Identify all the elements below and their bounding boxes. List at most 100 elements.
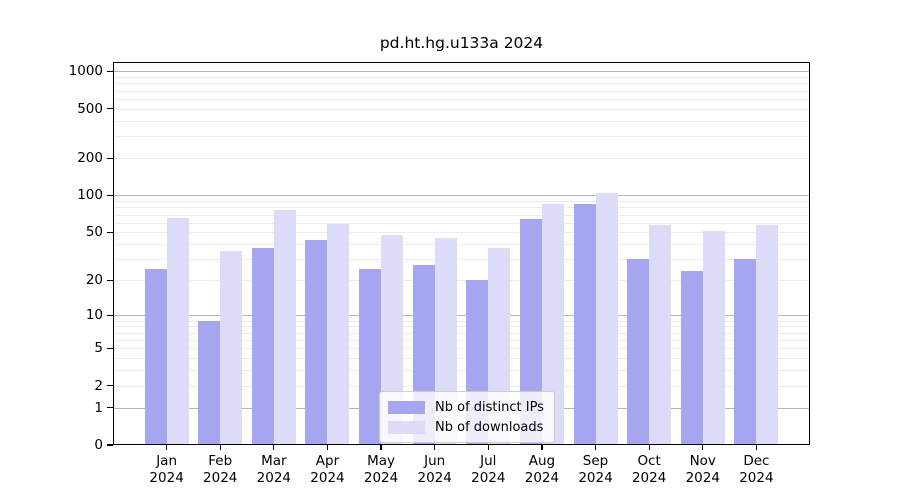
x-tick-label: Jul 2024 <box>456 453 520 486</box>
bar-distinct-ips <box>519 219 542 445</box>
y-grid-minor <box>113 357 810 359</box>
x-tick-month: Aug <box>528 453 556 469</box>
x-tick-year: 2024 <box>417 469 452 486</box>
y-grid-minor <box>113 83 810 85</box>
y-tick-label: 10 <box>85 307 103 324</box>
chart-title: pd.ht.hg.u133a 2024 <box>379 34 544 52</box>
x-tick-mark <box>487 445 489 450</box>
y-grid-minor <box>113 280 810 282</box>
x-tick-month: Mar <box>261 453 287 469</box>
y-tick-label: 200 <box>77 150 103 167</box>
y-tick-label: 50 <box>85 224 103 241</box>
y-tick-mark <box>107 347 113 349</box>
y-tick-mark <box>107 444 113 446</box>
y-tick-label: 5 <box>94 340 103 357</box>
y-tick-mark <box>107 279 113 281</box>
x-tick-mark <box>326 445 329 450</box>
bar-downloads <box>166 217 189 445</box>
x-tick-label: Sep 2024 <box>564 453 628 486</box>
legend-label-downloads: Nb of downloads <box>435 419 544 435</box>
x-tick-year: 2024 <box>256 469 292 486</box>
y-tick-label: 1000 <box>68 63 103 80</box>
bar-downloads <box>649 225 672 445</box>
bar-downloads <box>756 225 779 445</box>
y-grid-minor <box>113 232 810 234</box>
y-grid-minor <box>113 339 810 341</box>
plot-area: 0 1 2 5 10 20 50 100 200 500 1000 Jan 2024 Feb 2024 Mar… <box>69 62 810 486</box>
legend-row-distinct-ips: Nb of distinct IPs <box>388 397 544 417</box>
legend-swatch-downloads <box>388 420 425 434</box>
y-grid-minor <box>113 214 810 216</box>
x-tick-month: Dec <box>743 453 770 469</box>
y-grid-major <box>113 195 810 197</box>
y-grid-minor <box>113 99 810 101</box>
x-tick-year: 2024 <box>310 469 345 486</box>
x-tick-month: Feb <box>208 453 233 469</box>
y-tick-label: 0 <box>94 437 103 453</box>
x-tick-year: 2024 <box>631 469 667 486</box>
y-tick-mark <box>107 194 113 197</box>
bar-downloads <box>541 203 564 445</box>
x-tick-label: Oct 2024 <box>617 453 681 486</box>
y-grid-minor <box>113 320 810 322</box>
bar-distinct-ips <box>359 268 382 445</box>
bar-downloads <box>273 210 296 445</box>
y-tick-mark <box>107 406 113 409</box>
y-grid-major <box>113 315 810 317</box>
x-tick-label: Mar 2024 <box>242 453 306 486</box>
y-grid-minor <box>113 120 810 122</box>
bar-downloads <box>220 251 243 445</box>
y-grid-minor <box>113 244 810 246</box>
x-tick-label: Apr 2024 <box>295 453 359 486</box>
x-tick-year: 2024 <box>578 469 613 486</box>
x-tick-mark <box>755 445 757 450</box>
bar-distinct-ips <box>734 259 757 445</box>
y-grid-minor <box>113 207 810 209</box>
x-tick-month: Jun <box>424 453 446 469</box>
legend-label-distinct-ips: Nb of distinct IPs <box>435 399 544 415</box>
bar-distinct-ips <box>627 259 650 445</box>
bar-downloads <box>702 231 725 445</box>
y-tick-label: 1 <box>94 399 103 416</box>
y-grid-minor <box>113 348 810 350</box>
y-tick-label: 20 <box>85 272 103 289</box>
x-tick-month: Jan <box>156 453 178 469</box>
bar-distinct-ips <box>251 248 274 445</box>
y-grid-minor <box>113 222 810 224</box>
y-tick-label: 100 <box>77 187 103 204</box>
x-tick-year: 2024 <box>739 469 774 486</box>
legend-row-downloads: Nb of downloads <box>388 417 544 437</box>
x-tick-year: 2024 <box>685 469 720 486</box>
x-tick-year: 2024 <box>149 469 184 486</box>
x-tick-mark <box>219 445 221 450</box>
y-grid-minor <box>113 326 810 328</box>
y-grid-minor <box>113 90 810 92</box>
x-tick-year: 2024 <box>363 469 399 486</box>
bar-distinct-ips <box>573 204 596 445</box>
y-tick-label: 2 <box>94 377 103 394</box>
x-tick-mark <box>702 445 704 450</box>
x-tick-label: Jan 2024 <box>135 453 199 486</box>
x-tick-label: May 2024 <box>349 453 413 486</box>
x-tick-mark <box>594 445 597 450</box>
x-tick-label: Nov 2024 <box>671 453 735 486</box>
x-tick-year: 2024 <box>203 469 238 486</box>
bar-downloads <box>327 223 350 445</box>
x-tick-label: Aug 2024 <box>510 453 574 486</box>
y-tick-mark <box>107 108 113 110</box>
y-grid-minor <box>113 259 810 261</box>
y-tick-mark <box>107 384 113 387</box>
x-tick-month: Apr <box>315 453 340 469</box>
y-grid-minor <box>113 136 810 138</box>
y-tick-mark <box>107 231 113 233</box>
x-tick-label: Jun 2024 <box>403 453 467 486</box>
x-tick-month: Sep <box>582 453 609 469</box>
x-tick-label: Dec 2024 <box>724 453 788 486</box>
x-tick-mark <box>648 445 650 450</box>
x-tick-mark <box>273 445 275 450</box>
x-tick-month: May <box>367 453 396 469</box>
legend: Nb of distinct IPs Nb of downloads <box>379 391 555 443</box>
legend-swatch-distinct-ips <box>388 400 425 414</box>
x-tick-mark <box>541 445 543 450</box>
